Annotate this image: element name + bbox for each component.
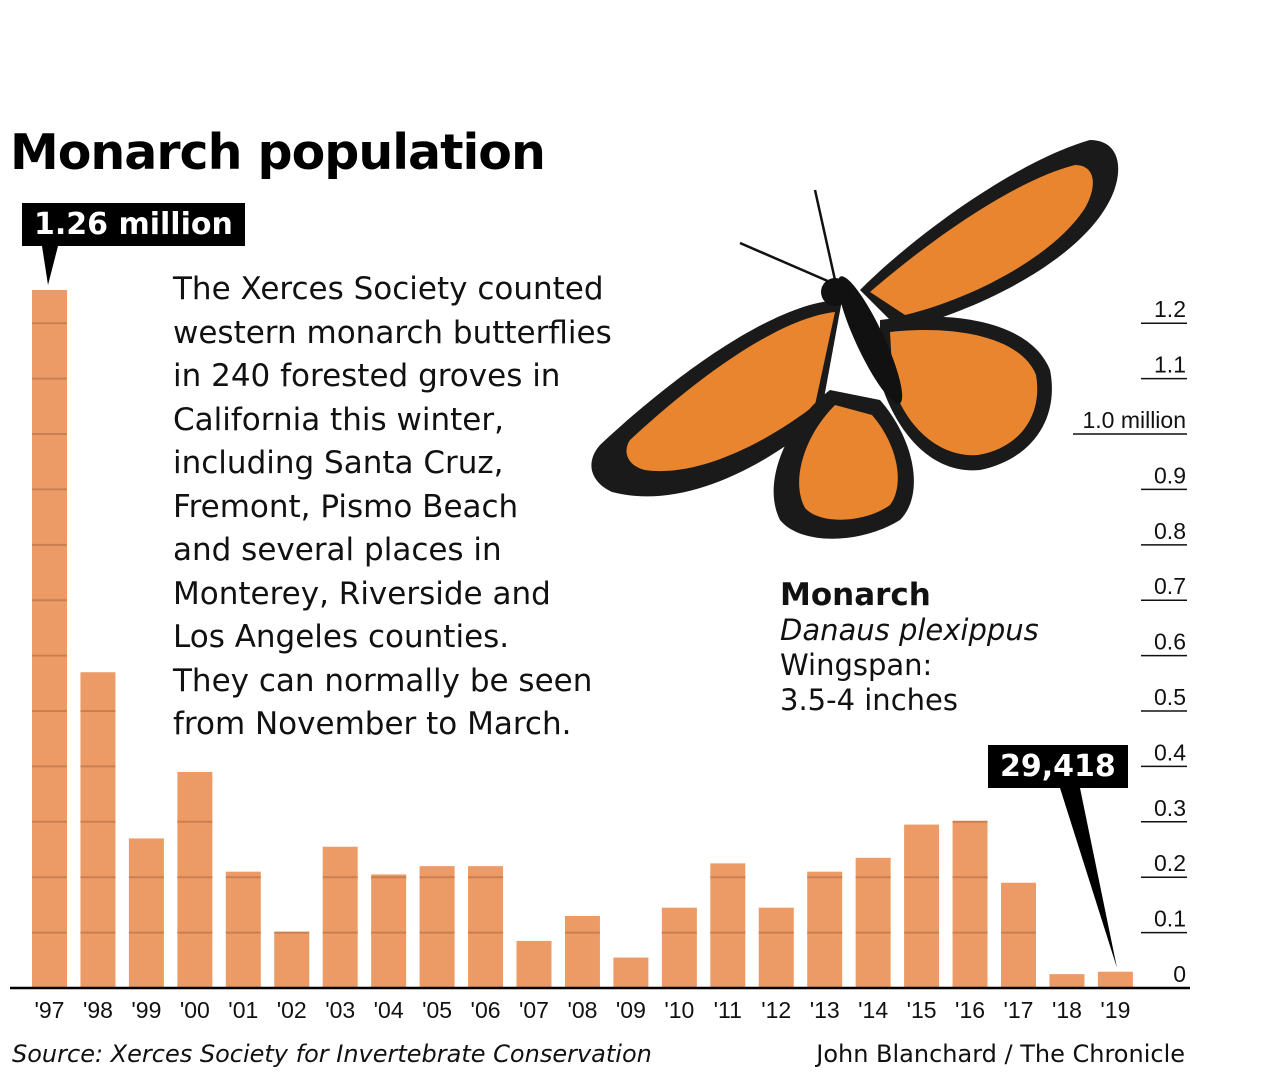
x-tick-label: '10 xyxy=(664,997,694,1023)
bar xyxy=(952,821,988,988)
species-latin-name: Danaus plexippus xyxy=(780,613,1039,647)
y-tick-label: 0 xyxy=(1173,961,1186,987)
source-note: Source: Xerces Society for Invertebrate … xyxy=(12,1040,652,1068)
description-line: Fremont, Pismo Beach xyxy=(173,488,519,525)
y-tick-label: 0.3 xyxy=(1154,795,1186,821)
x-tick-label: '08 xyxy=(567,997,597,1023)
y-tick-label: 1.1 xyxy=(1154,352,1186,378)
latest-callout-pointer xyxy=(1060,788,1117,968)
description-line: western monarch butterflies xyxy=(173,314,612,351)
x-tick-label: '02 xyxy=(277,997,307,1023)
bar xyxy=(371,874,407,988)
bar xyxy=(807,871,843,988)
y-tick-label: 1.0 million xyxy=(1082,407,1186,433)
peak-callout-pointer xyxy=(42,246,58,285)
x-tick-label: '11 xyxy=(714,997,742,1023)
bars-group xyxy=(32,290,1133,988)
bar xyxy=(468,866,504,988)
bar xyxy=(613,957,649,988)
x-axis: '97 '98 '99 '00 '01 '02 '03 '04 '05 '06 '07 '08 '09 '… xyxy=(35,997,1131,1023)
bar xyxy=(274,932,310,988)
peak-value-callout: 1.26 million xyxy=(22,203,245,246)
x-tick-label: '01 xyxy=(228,997,258,1023)
x-tick-label: '18 xyxy=(1052,997,1082,1023)
bar xyxy=(177,771,213,988)
description-line: Monterey, Riverside and xyxy=(173,575,551,612)
description-line: including Santa Cruz, xyxy=(173,445,504,481)
y-tick-label: 0.6 xyxy=(1154,629,1186,655)
description-line: Los Angeles counties. xyxy=(173,619,510,655)
y-tick-label: 1.2 xyxy=(1154,296,1186,322)
bar xyxy=(855,857,891,988)
species-common-name: Monarch xyxy=(780,577,931,613)
bar xyxy=(710,863,746,988)
y-tick-label: 0.2 xyxy=(1154,850,1186,876)
x-tick-label: '07 xyxy=(519,997,549,1023)
y-tick-label: 0.4 xyxy=(1154,739,1186,765)
wingspan-label: Wingspan: xyxy=(780,648,933,682)
bar xyxy=(1001,882,1036,988)
x-tick-label: '05 xyxy=(422,997,452,1023)
description-text: The Xerces Society counted western monarc… xyxy=(173,268,693,747)
x-tick-label: '19 xyxy=(1100,997,1130,1023)
chart-title: Monarch population xyxy=(10,124,546,181)
latest-value-callout: 29,418 xyxy=(988,745,1128,788)
bar xyxy=(904,824,940,988)
x-tick-label: '09 xyxy=(616,997,646,1023)
x-tick-label: '97 xyxy=(35,997,65,1023)
y-tick-label: 0.9 xyxy=(1154,462,1186,488)
x-tick-label: '99 xyxy=(131,997,161,1023)
gridlines-group xyxy=(32,322,1036,934)
bar xyxy=(661,907,697,988)
species-info: Monarch Danaus plexippus Wingspan: 3.5-4… xyxy=(780,578,1039,718)
description-line: They can normally be seen xyxy=(173,662,593,699)
x-tick-label: '16 xyxy=(955,997,985,1023)
x-tick-label: '06 xyxy=(471,997,501,1023)
x-tick-label: '15 xyxy=(907,997,937,1023)
x-tick-label: '12 xyxy=(761,997,791,1023)
bar xyxy=(322,846,358,988)
bar xyxy=(32,290,67,988)
description-line: California this winter, xyxy=(173,401,504,438)
bar xyxy=(1049,974,1085,988)
description-line: and several places in xyxy=(173,532,502,568)
bar xyxy=(128,838,164,988)
x-tick-label: '03 xyxy=(325,997,355,1023)
y-tick-label: 0.7 xyxy=(1154,573,1186,599)
y-tick-label: 0.5 xyxy=(1154,684,1186,710)
x-tick-label: '04 xyxy=(374,997,404,1023)
description-line: in 240 forested groves in xyxy=(173,358,561,394)
y-tick-label: 0.1 xyxy=(1154,906,1186,932)
description-line: The Xerces Society counted xyxy=(173,271,604,307)
bar xyxy=(1097,971,1133,988)
bar xyxy=(80,672,116,988)
bar xyxy=(516,940,552,988)
x-tick-label: '13 xyxy=(810,997,840,1023)
bar xyxy=(564,915,600,988)
x-tick-label: '98 xyxy=(83,997,113,1023)
credit-note: John Blanchard / The Chronicle xyxy=(816,1040,1185,1068)
description-line: from November to March. xyxy=(173,706,572,742)
wingspan-value: 3.5-4 inches xyxy=(780,683,958,717)
y-tick-label: 0.8 xyxy=(1154,518,1186,544)
bar xyxy=(758,907,794,988)
bar xyxy=(419,866,455,988)
y-axis: 0 0.1 0.2 0.3 0.4 0.5 0.6 0.7 0.8 0.9 1.0 million 1… xyxy=(1073,296,1187,987)
bar xyxy=(225,871,261,988)
x-tick-label: '00 xyxy=(180,997,210,1023)
x-tick-label: '17 xyxy=(1004,997,1034,1023)
x-tick-label: '14 xyxy=(858,997,888,1023)
monarch-butterfly-illustration xyxy=(591,140,1119,539)
